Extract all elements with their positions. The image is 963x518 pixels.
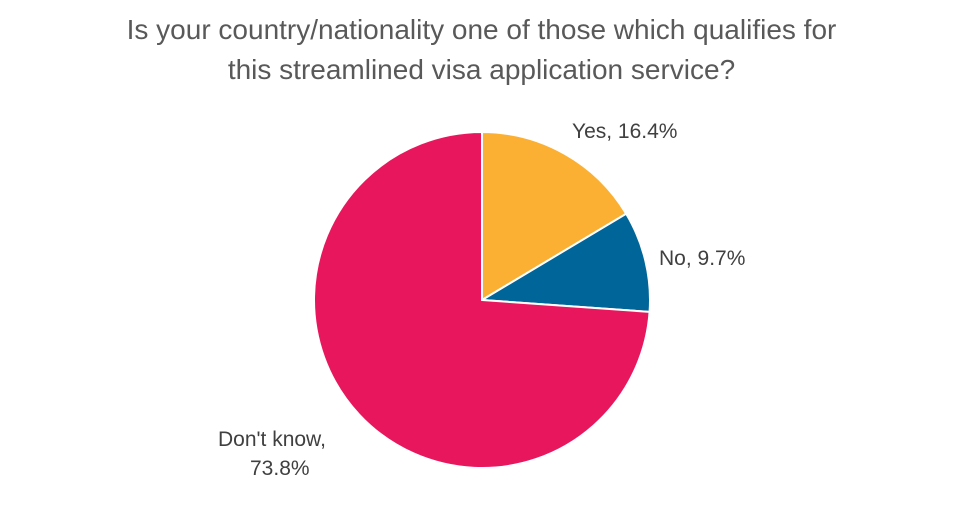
pie-slices [313,130,651,469]
chart-title-line-2: this streamlined visa application servic… [227,54,736,85]
chart-title-line-1: Is your country/nationality one of those… [126,14,837,45]
slice-label-dont-know-line-2: 73.8% [250,457,310,480]
chart-title: Is your country/nationality one of those… [0,10,963,90]
slice-label-dont-know-line-1: Don't know, [218,428,326,451]
slice-label-no: No, 9.7% [659,247,745,270]
pie-slice-dont-know [313,130,651,469]
pie-slice-yes [481,130,628,302]
slice-label-yes: Yes, 16.4% [572,120,677,143]
pie-labels: Yes, 16.4% No, 9.7% Don't know, 73.8% [218,120,745,480]
pie-slice-no [478,212,651,313]
